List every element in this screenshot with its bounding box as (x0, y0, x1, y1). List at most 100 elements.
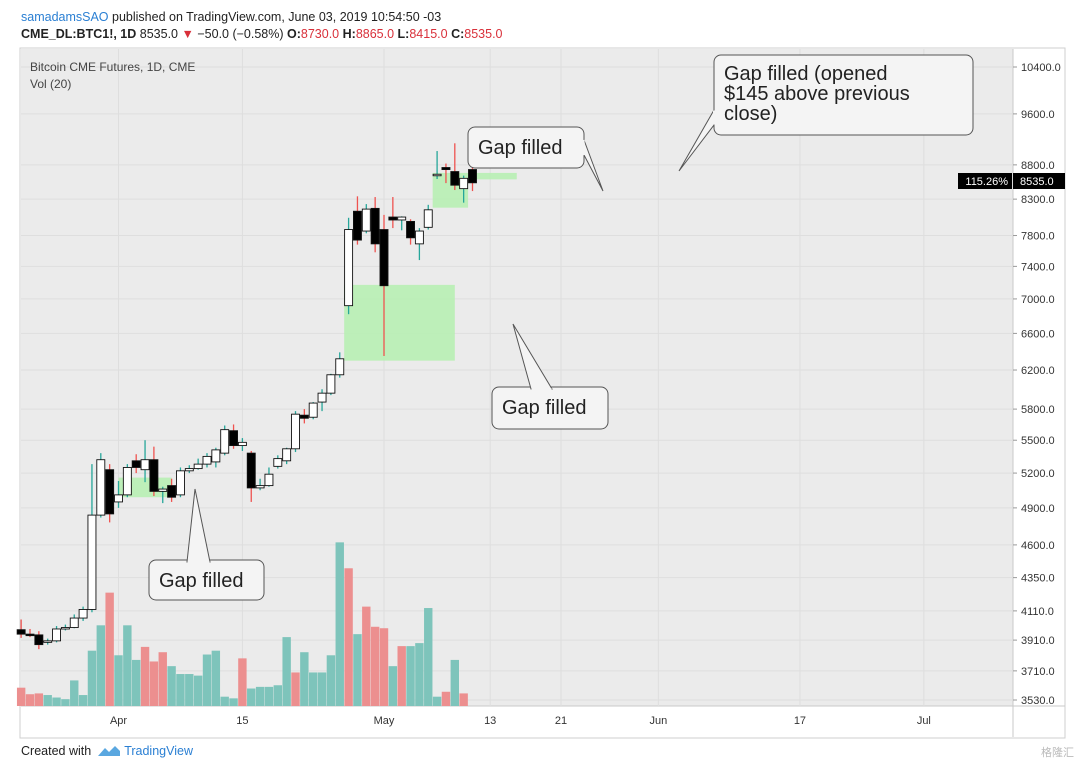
x-tick-label: 13 (484, 715, 496, 727)
y-tick-label: 8800.0 (1021, 160, 1055, 172)
publisher-username[interactable]: samadamsSAO (21, 10, 109, 24)
symbol-label: CME_DL:BTC1!, 1D (21, 27, 137, 41)
low-label: L: (397, 27, 410, 41)
volume-bar (291, 672, 300, 706)
volume-bar (317, 672, 327, 706)
high-label: H: (342, 27, 356, 41)
volume-bar (424, 608, 433, 706)
callout-text: close) (724, 103, 777, 125)
y-tick-label: 6600.0 (1021, 328, 1055, 340)
candle-body (353, 210, 362, 241)
watermark-text: 格隆汇 (1041, 747, 1074, 759)
callout: Gap filled (467, 126, 604, 192)
open-label: O: (287, 27, 301, 41)
candle-body (202, 455, 212, 465)
candle-body (184, 468, 194, 472)
down-arrow-icon: ▼ (181, 27, 194, 41)
volume-bar (87, 650, 97, 706)
candle-body (264, 473, 274, 487)
callout: Gap filled (opened$145 above previousclo… (678, 54, 974, 172)
volume-bar (61, 699, 70, 706)
y-tick-label: 6200.0 (1021, 365, 1055, 377)
callout-text: Gap filled (opened (724, 63, 887, 85)
gap-zone (468, 172, 517, 180)
volume-bar (193, 675, 203, 706)
candle-body (193, 463, 203, 470)
ohlc-line: CME_DL:BTC1!, 1D 8535.0 ▼ −50.0 (−0.58%)… (21, 26, 503, 43)
tradingview-logo-icon (98, 746, 121, 756)
volume-bar (247, 688, 256, 706)
candle-body (175, 470, 185, 496)
candles (16, 143, 477, 650)
callout-box (713, 54, 974, 136)
publisher-line: samadamsSAO published on TradingView.com… (21, 9, 503, 26)
volume-bar (105, 592, 114, 706)
volume-indicator-label: Vol (20) (30, 77, 71, 91)
candle-body (96, 459, 106, 516)
candle-body (299, 414, 309, 419)
volume-bar (459, 693, 468, 706)
candle-body (211, 449, 221, 463)
candle-body (344, 229, 354, 307)
candle-body (25, 633, 35, 637)
candle-body (406, 220, 415, 239)
volume-bar (140, 646, 150, 706)
candle-body (273, 458, 283, 467)
candle-body (291, 413, 300, 450)
callout: Gap filled (491, 323, 609, 430)
candle-body (450, 171, 460, 186)
y-tick-label: 4110.0 (1021, 606, 1054, 618)
volume-bar (78, 695, 88, 706)
y-tick-label: 9600.0 (1021, 109, 1055, 121)
created-with-label: Created with (21, 744, 92, 758)
x-axis-ticks: Apr 15 May 13 21 Jun 17 Jul (110, 715, 931, 727)
volume-bar (149, 661, 159, 706)
x-tick-label: 17 (794, 715, 806, 727)
x-tick-label: May (374, 715, 395, 727)
y-tick-label: 3910.0 (1021, 635, 1055, 647)
volume-bar (406, 646, 415, 706)
candle-body (16, 629, 26, 635)
gap-zone (344, 284, 455, 361)
candle-body (149, 459, 159, 492)
candle-body (255, 485, 265, 489)
candle-body (388, 216, 398, 221)
candle-body (441, 167, 451, 170)
volume-bar (273, 685, 282, 706)
high-value: 8865.0 (355, 27, 395, 41)
tradingview-brand-link[interactable]: TradingView (124, 744, 193, 758)
volume-bar (370, 626, 380, 706)
volume-bar (432, 696, 442, 706)
y-tick-label: 4350.0 (1021, 573, 1055, 585)
volume-bar (52, 697, 61, 706)
publish-info: published on TradingView.com, June 03, 2… (108, 10, 442, 24)
candle-body (105, 469, 115, 515)
candle-body (60, 627, 70, 630)
volume-bar (255, 686, 265, 706)
callout-pointer-join (582, 139, 586, 156)
open-value: 8730.0 (300, 27, 340, 41)
x-tick-label: 15 (236, 715, 248, 727)
volume-bar (326, 655, 336, 706)
volume-bar (229, 698, 238, 706)
candle-body (414, 230, 424, 245)
volume-bar (300, 652, 309, 706)
volume-bar (167, 666, 176, 706)
volume-bar (415, 643, 424, 706)
candle-body (423, 209, 433, 228)
volume-bar (114, 655, 123, 706)
candle-body (379, 229, 389, 287)
y-tick-label: 5200.0 (1021, 468, 1055, 480)
callout-text: Gap filled (502, 397, 587, 419)
price-badge: 115.26% 8535.0 (958, 173, 1065, 189)
last-price: 8535.0 (139, 27, 179, 41)
volume-bar (211, 650, 221, 706)
y-tick-label: 3530.0 (1021, 695, 1055, 707)
volume-bar (43, 695, 52, 706)
x-tick-label: Jun (649, 715, 667, 727)
candle-body (459, 177, 469, 190)
y-tick-label: 5500.0 (1021, 435, 1055, 447)
volume-bars (16, 542, 468, 706)
candle-body (246, 452, 256, 489)
